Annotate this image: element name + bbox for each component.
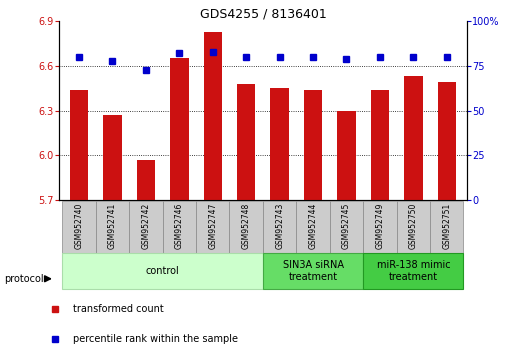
Text: GSM952743: GSM952743 [275, 202, 284, 249]
Text: percentile rank within the sample: percentile rank within the sample [73, 333, 239, 343]
Bar [204, 32, 222, 200]
Bar [63, 253, 263, 289]
Bar [63, 201, 96, 253]
Bar [371, 90, 389, 200]
Bar [438, 82, 456, 200]
Text: GSM952748: GSM952748 [242, 202, 251, 249]
Text: control: control [146, 266, 180, 276]
Text: GSM952742: GSM952742 [142, 202, 150, 249]
Text: GSM952741: GSM952741 [108, 202, 117, 249]
Bar [229, 201, 263, 253]
Bar [103, 115, 122, 200]
Bar [237, 84, 255, 200]
Bar [304, 90, 322, 200]
Bar [163, 201, 196, 253]
Title: GDS4255 / 8136401: GDS4255 / 8136401 [200, 7, 326, 20]
Text: GSM952740: GSM952740 [74, 202, 84, 249]
Bar [363, 201, 397, 253]
Text: miR-138 mimic
treatment: miR-138 mimic treatment [377, 260, 450, 282]
Bar [129, 201, 163, 253]
Bar [96, 201, 129, 253]
Bar [397, 201, 430, 253]
Text: GSM952745: GSM952745 [342, 202, 351, 249]
Text: GSM952751: GSM952751 [442, 202, 451, 249]
Bar [337, 111, 356, 200]
Bar [263, 253, 363, 289]
Text: protocol: protocol [4, 274, 44, 284]
Bar [70, 90, 88, 200]
Text: GSM952749: GSM952749 [376, 202, 384, 249]
Text: GSM952744: GSM952744 [308, 202, 318, 249]
Bar [270, 88, 289, 200]
Text: transformed count: transformed count [73, 304, 164, 314]
Bar [263, 201, 297, 253]
Bar [330, 201, 363, 253]
Text: GSM952747: GSM952747 [208, 202, 218, 249]
Bar [170, 58, 189, 200]
Bar [297, 201, 330, 253]
Bar [430, 201, 463, 253]
Text: GSM952746: GSM952746 [175, 202, 184, 249]
Bar [137, 160, 155, 200]
Bar [404, 76, 423, 200]
Bar [363, 253, 463, 289]
Text: SIN3A siRNA
treatment: SIN3A siRNA treatment [283, 260, 344, 282]
Bar [196, 201, 229, 253]
Text: GSM952750: GSM952750 [409, 202, 418, 249]
